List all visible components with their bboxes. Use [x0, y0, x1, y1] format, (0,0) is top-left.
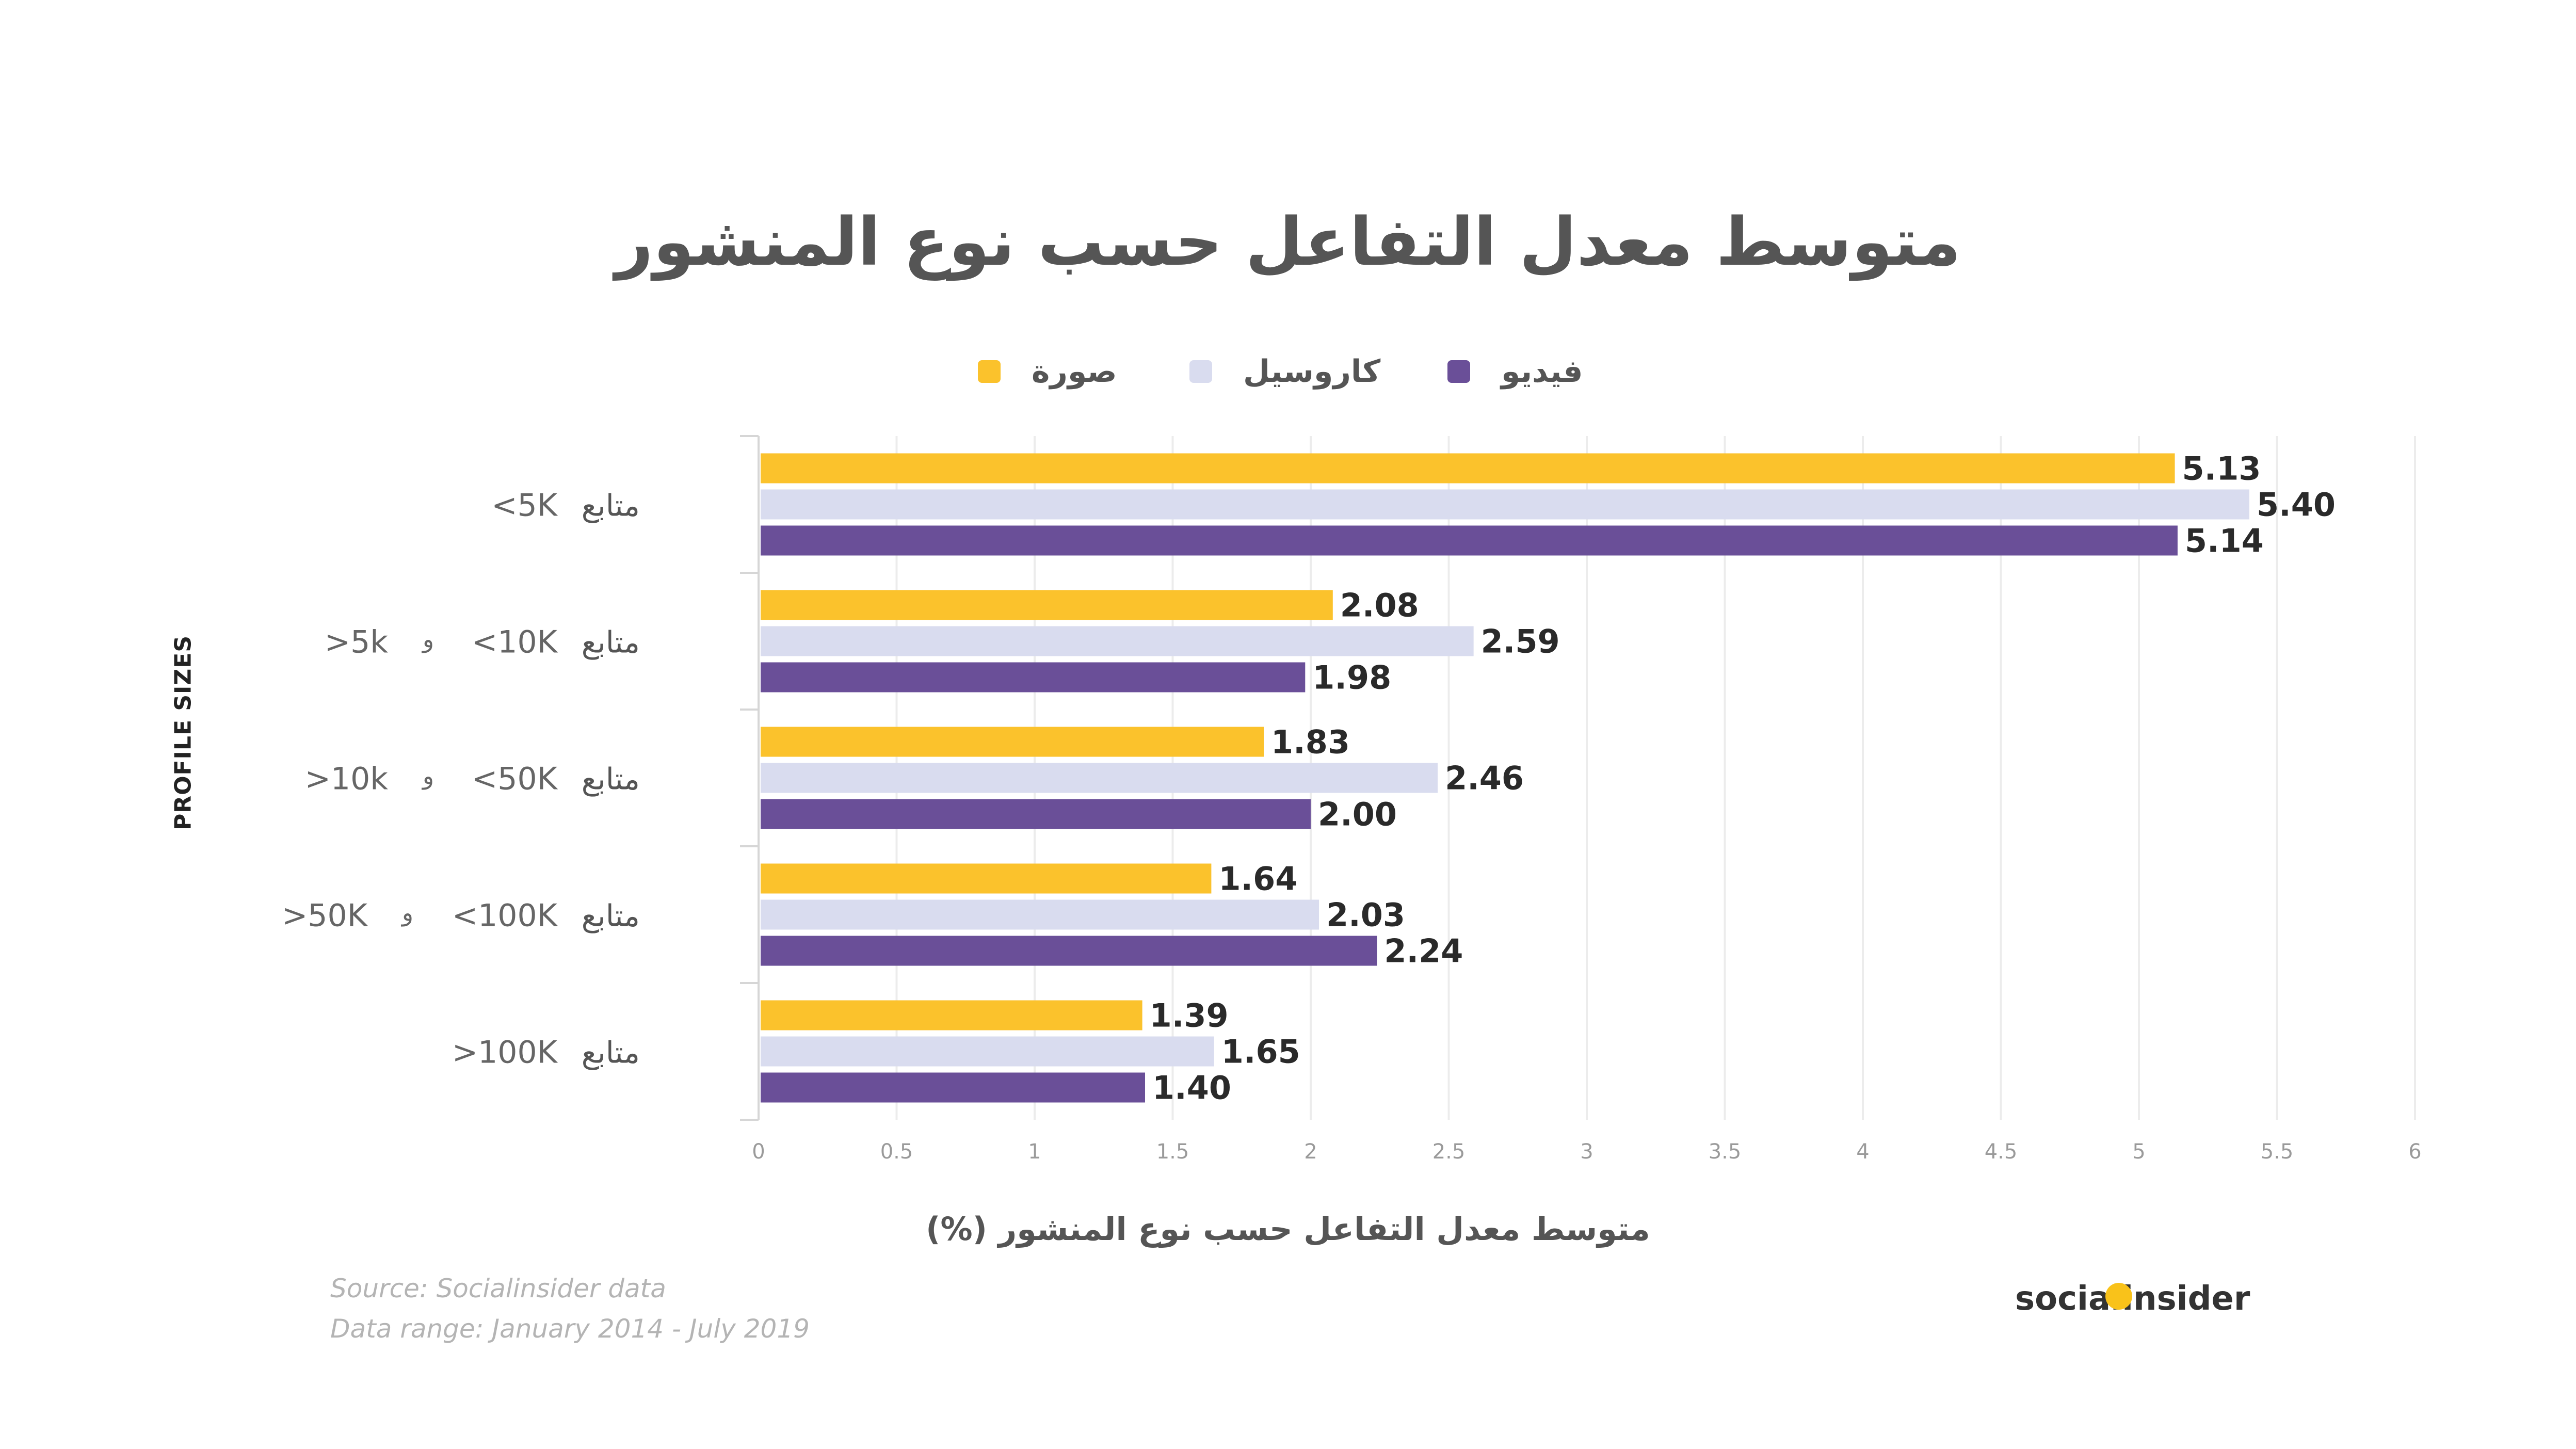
- bar-value-label: 5.40: [2257, 486, 2336, 524]
- legend: صورة كاروسيل فيديو: [0, 348, 2576, 395]
- x-tick-label: 2: [1304, 1140, 1317, 1164]
- category-label: متابع: [582, 762, 640, 797]
- socialinsider-logo: socialinsider: [2015, 1280, 2250, 1318]
- bar-value-label: 1.65: [1221, 1033, 1300, 1071]
- legend-swatch: [1189, 360, 1212, 383]
- category-range-upper: <100K: [452, 898, 558, 934]
- bar: [761, 489, 2249, 520]
- legend-label: فيديو: [1501, 353, 1583, 390]
- bar-value-label: 1.64: [1218, 860, 1297, 898]
- legend-swatch: [1447, 360, 1470, 383]
- category-range-lower: >5k: [325, 624, 388, 661]
- category-label: متابع: [582, 1035, 640, 1070]
- bar: [761, 1036, 1214, 1067]
- bar: [761, 799, 1311, 829]
- bar: [761, 1000, 1142, 1031]
- bar: [761, 899, 1319, 930]
- category-range-lower: >10k: [305, 761, 389, 797]
- x-tick-label: 0: [752, 1140, 765, 1164]
- bar-value-label: 1.98: [1312, 659, 1391, 697]
- bar-value-label: 5.13: [2182, 450, 2261, 488]
- category-joiner: و: [401, 899, 413, 927]
- category-joiner: و: [422, 762, 434, 791]
- legend-item: فيديو: [1447, 348, 1583, 395]
- bar-value-label: 1.83: [1271, 723, 1350, 761]
- x-tick-label: 5: [2132, 1140, 2145, 1164]
- x-tick-label: 3.5: [1709, 1140, 1742, 1164]
- x-tick-label: 2.5: [1432, 1140, 1466, 1164]
- bar: [761, 763, 1438, 793]
- bar-value-label: 2.46: [1445, 760, 1524, 797]
- category-label: متابع: [582, 625, 640, 660]
- bar: [761, 863, 1212, 894]
- bar-value-label: 1.39: [1150, 997, 1229, 1035]
- x-tick-label: 4.5: [1985, 1140, 2018, 1164]
- category-range-lower: >50K: [282, 898, 368, 934]
- bar-value-label: 2.59: [1481, 623, 1560, 661]
- legend-label: صورة: [1032, 353, 1117, 390]
- bar: [761, 727, 1264, 757]
- bar: [761, 453, 2175, 484]
- bar: [761, 1072, 1145, 1103]
- bar-value-label: 5.14: [2185, 522, 2264, 560]
- category-label: متابع: [582, 488, 640, 523]
- x-tick-label: 4: [1856, 1140, 1869, 1164]
- category-range-upper: <5K: [491, 488, 558, 524]
- x-tick-label: 3: [1580, 1140, 1593, 1164]
- bar-value-label: 2.08: [1340, 587, 1419, 624]
- category-range-upper: <10K: [472, 624, 558, 661]
- source-note: Source: Socialinsider data: [330, 1274, 666, 1303]
- legend-item: صورة: [978, 348, 1117, 395]
- legend-item: كاروسيل: [1189, 348, 1380, 395]
- y-axis-title: PROFILE SIZES: [170, 635, 197, 831]
- logo-dot: [2105, 1283, 2132, 1310]
- bar: [761, 590, 1333, 620]
- bar: [761, 936, 1377, 966]
- legend-label: كاروسيل: [1243, 353, 1381, 390]
- bar: [761, 525, 2178, 556]
- bar: [761, 626, 1474, 656]
- x-axis-title: متوسط معدل التفاعل حسب نوع المنشور (%): [926, 1210, 1650, 1248]
- chart-title: متوسط معدل التفاعل حسب نوع المنشور: [615, 204, 1961, 281]
- bar-value-label: 2.00: [1318, 796, 1397, 833]
- bar-value-label: 1.40: [1152, 1069, 1231, 1107]
- data-range-note: Data range: January 2014 - July 2019: [330, 1314, 810, 1344]
- x-tick-label: 1.5: [1156, 1140, 1189, 1164]
- x-tick-label: 0.5: [880, 1140, 913, 1164]
- x-tick-label: 5.5: [2261, 1140, 2294, 1164]
- x-tick-label: 6: [2408, 1140, 2421, 1164]
- bar-value-label: 2.24: [1384, 932, 1463, 970]
- category-range-upper: >100K: [452, 1035, 558, 1071]
- category-joiner: و: [422, 625, 434, 654]
- legend-swatch: [978, 360, 1001, 383]
- category-range-upper: <50K: [472, 761, 558, 797]
- bar-value-label: 2.03: [1326, 896, 1405, 934]
- x-tick-label: 1: [1028, 1140, 1041, 1164]
- bar: [761, 662, 1306, 693]
- category-label: متابع: [582, 898, 640, 933]
